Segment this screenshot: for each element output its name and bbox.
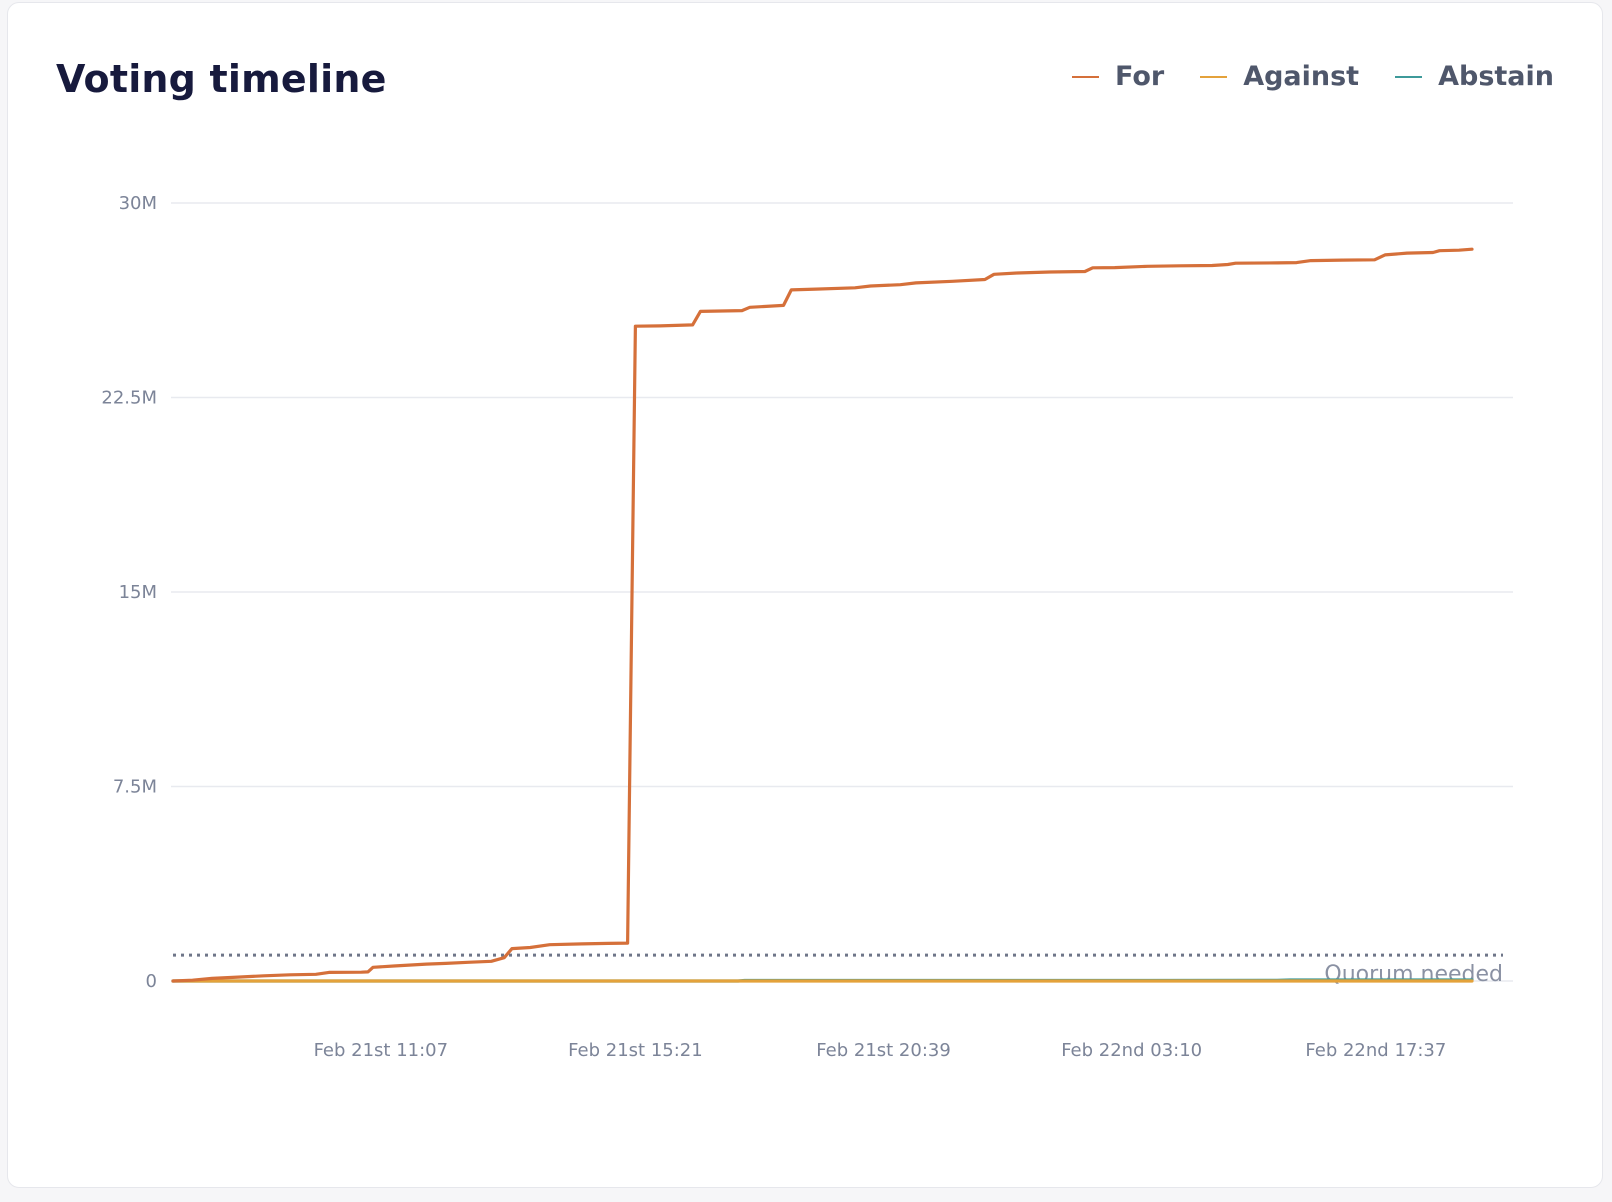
grid-lines xyxy=(171,202,1513,982)
x-tick-label: Feb 21st 15:21 xyxy=(568,1040,703,1061)
quorum-line-group: Quorum needed xyxy=(173,953,1503,987)
legend-item-against[interactable]: Against xyxy=(1200,61,1359,92)
quorum-label: Quorum needed xyxy=(1324,962,1503,987)
chart-title: Voting timeline xyxy=(56,57,387,101)
y-tick-label: 0 xyxy=(146,971,157,992)
x-tick-label: Feb 21st 11:07 xyxy=(314,1040,449,1061)
legend-swatch-against xyxy=(1200,75,1228,78)
legend-item-abstain[interactable]: Abstain xyxy=(1395,61,1554,92)
x-tick-label: Feb 22nd 03:10 xyxy=(1061,1040,1202,1061)
legend-label-for: For xyxy=(1114,61,1165,92)
legend-label-abstain: Abstain xyxy=(1438,61,1554,92)
legend-label-against: Against xyxy=(1243,61,1360,92)
series-line-for xyxy=(171,247,1474,983)
legend-item-for[interactable]: For xyxy=(1071,61,1165,92)
x-tick-label: Feb 22nd 17:37 xyxy=(1305,1040,1446,1061)
y-tick-label: 22.5M xyxy=(101,388,157,409)
y-tick-label: 7.5M xyxy=(113,777,157,798)
legend-swatch-abstain xyxy=(1395,75,1423,78)
x-tick-label: Feb 21st 20:39 xyxy=(816,1040,951,1061)
chart-legend: For Against Abstain xyxy=(1071,61,1554,92)
x-axis-ticks: Feb 21st 11:07 Feb 21st 15:21 Feb 21st 20:… xyxy=(314,1040,1447,1061)
y-tick-label: 15M xyxy=(119,582,157,603)
y-axis-ticks: 0 7.5M 15M 22.5M 30M xyxy=(101,193,157,992)
y-tick-label: 30M xyxy=(119,193,157,214)
legend-swatch-for xyxy=(1071,75,1099,78)
voting-timeline-card: Voting timeline For Against Abstain 0 7.5… xyxy=(7,2,1603,1188)
series-lines xyxy=(171,247,1474,983)
